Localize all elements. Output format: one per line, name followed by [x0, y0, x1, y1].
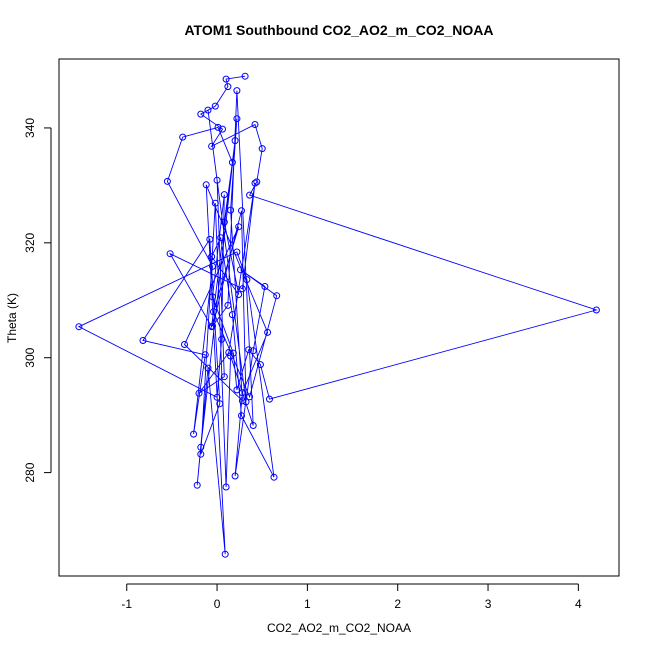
data-point: [197, 450, 205, 458]
data-point: [208, 323, 216, 331]
data-point: [202, 181, 210, 189]
data-point: [238, 285, 246, 293]
data-point: [197, 443, 205, 451]
y-tick-label: 300: [23, 347, 37, 367]
data-point: [227, 206, 235, 214]
data-point: [216, 400, 224, 408]
data-point: [233, 386, 241, 394]
data-point: [249, 422, 257, 429]
data-point: [181, 341, 188, 348]
data-point: [246, 393, 254, 401]
data-point: [227, 352, 235, 360]
data-point: [233, 87, 241, 95]
data-point: [238, 207, 245, 215]
data-point: [222, 483, 230, 491]
data-point: [213, 393, 221, 401]
data-point: [245, 346, 253, 354]
data-point: [209, 262, 216, 270]
data-point: [228, 158, 236, 166]
data-point: [190, 430, 198, 438]
data-point: [222, 75, 230, 83]
data-point: [197, 110, 205, 118]
data-point: [220, 218, 228, 226]
x-tick-label: 3: [485, 597, 492, 611]
data-point: [592, 306, 600, 314]
data-point: [204, 106, 212, 114]
data-point: [220, 373, 228, 381]
data-point: [139, 337, 147, 344]
data-point: [219, 125, 226, 133]
data-point: [206, 235, 214, 243]
data-point: [228, 311, 236, 319]
data-point: [237, 266, 244, 274]
data-point: [209, 293, 216, 301]
data-point: [253, 178, 261, 186]
data-point: [256, 361, 264, 369]
data-point: [233, 248, 241, 256]
data-point: [208, 253, 216, 261]
data-point: [241, 72, 249, 80]
data-point: [213, 176, 221, 184]
data-point: [238, 389, 246, 397]
data-point: [231, 472, 239, 480]
data-point: [235, 291, 243, 298]
data-point: [217, 234, 225, 242]
data-point: [243, 276, 251, 284]
data-point: [195, 389, 203, 397]
x-axis-label: CO2_AO2_m_CO2_NOAA: [267, 621, 411, 635]
x-axis: -1 0 1 2 3 4: [121, 583, 582, 611]
data-point: [238, 412, 245, 420]
data-point: [211, 102, 219, 110]
y-tick-label: 320: [23, 232, 37, 252]
data-point: [235, 223, 243, 231]
data-point: [273, 292, 281, 300]
data-point: [193, 481, 201, 489]
data-point: [166, 250, 174, 258]
data-point: [204, 364, 212, 372]
data-point: [231, 137, 239, 145]
data-point: [249, 347, 257, 355]
x-tick-label: 2: [394, 597, 401, 611]
y-tick-label: 340: [23, 118, 37, 138]
x-tick-label: 1: [304, 597, 311, 611]
x-tick-label: 4: [575, 597, 582, 611]
data-point: [75, 323, 83, 331]
data-point: [251, 121, 259, 128]
data-point: [214, 123, 222, 131]
data-point: [270, 473, 278, 481]
data-point: [246, 191, 254, 199]
data-point: [238, 397, 246, 405]
x-tick-label: -1: [121, 597, 132, 611]
data-point: [220, 191, 228, 199]
chart-title: ATOM1 Southbound CO2_AO2_m_CO2_NOAA: [184, 22, 493, 38]
data-point: [201, 351, 209, 359]
plot-frame: [58, 58, 620, 577]
data-point: [221, 550, 229, 558]
data-point: [218, 335, 226, 343]
series-points: [75, 72, 600, 558]
data-point: [225, 349, 233, 356]
data-point: [163, 177, 171, 185]
y-tick-label: 280: [23, 462, 37, 482]
data-point: [266, 395, 273, 403]
data-point: [258, 145, 266, 153]
y-axis-label: Theta (K): [5, 293, 19, 343]
data-point: [211, 199, 219, 207]
data-point: [251, 179, 259, 187]
data-point: [242, 398, 250, 406]
data-point: [264, 328, 272, 336]
data-point: [233, 115, 241, 123]
data-point: [210, 308, 217, 316]
data-point: [208, 142, 216, 150]
data-point: [224, 301, 232, 309]
data-point: [179, 133, 187, 141]
data-point: [261, 283, 269, 290]
x-tick-label: 0: [214, 597, 221, 611]
y-axis: 280 300 320 340: [23, 118, 52, 483]
data-point: [224, 83, 232, 91]
